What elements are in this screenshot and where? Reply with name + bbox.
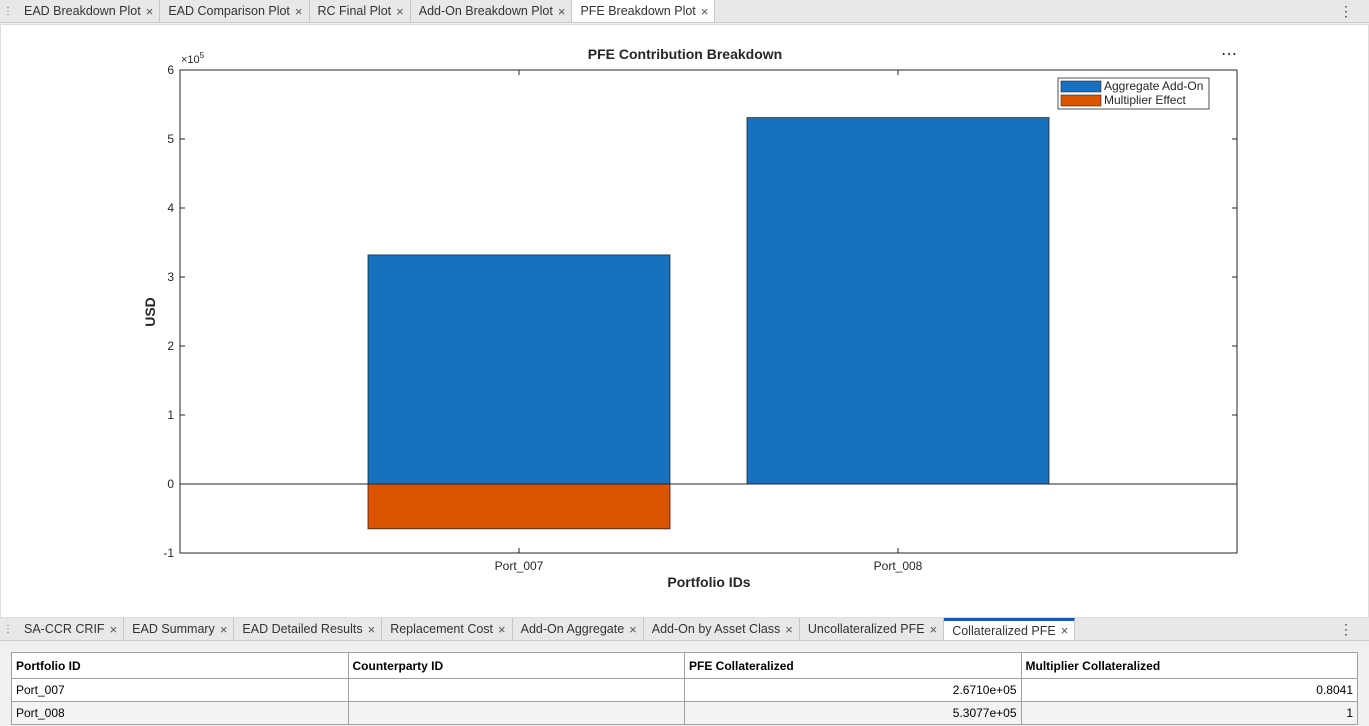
table-cell[interactable]: 0.8041: [1020, 678, 1358, 702]
table-row[interactable]: Port_007 2.6710e+05 0.8041: [11, 678, 1358, 702]
exponent-power: 5: [200, 51, 205, 60]
tab-close[interactable]: ×: [145, 3, 154, 19]
tab-close[interactable]: ×: [629, 621, 637, 637]
grip: ⋮: [3, 5, 13, 17]
tab[interactable]: EAD Detailed Results ×: [234, 618, 383, 640]
tab[interactable]: Add-On by Asset Class ×: [643, 618, 800, 640]
tab[interactable]: SA-CCR CRIF ×: [16, 618, 125, 640]
column-header[interactable]: Multiplier Collateralized: [1020, 652, 1358, 679]
y-tick-label: 2: [167, 339, 174, 353]
chart-title: PFE Contribution Breakdown: [588, 46, 782, 62]
column-header[interactable]: Portfolio ID: [11, 652, 349, 679]
tab-label[interactable]: EAD Comparison Plot: [168, 4, 290, 18]
table-cell[interactable]: Port_008: [11, 701, 349, 725]
y-tick-label: 4: [167, 201, 174, 215]
column-header[interactable]: Counterparty ID: [347, 652, 685, 679]
menu[interactable]: ⋮: [1339, 621, 1353, 637]
tab[interactable]: Add-On Aggregate ×: [512, 618, 644, 640]
table-cell[interactable]: [347, 701, 685, 725]
tab-label[interactable]: Collateralized PFE: [952, 623, 1056, 638]
y-tick-label: 6: [167, 63, 174, 77]
y-tick-label: 5: [167, 132, 174, 146]
tab-label[interactable]: EAD Summary: [132, 622, 215, 636]
tab-close[interactable]: ×: [109, 621, 118, 637]
bottom-tab-bar: ⋮ SA-CCR CRIF × EAD Summary × EAD Detailed Re…: [0, 618, 1369, 641]
tab-close[interactable]: ×: [557, 3, 566, 19]
tab-close[interactable]: ×: [785, 621, 793, 637]
tab-close[interactable]: ×: [929, 621, 938, 637]
legend-label: Aggregate Add-On: [1104, 79, 1203, 93]
bar-segment: [367, 254, 671, 485]
tab-label[interactable]: Replacement Cost: [390, 622, 494, 636]
legend-swatch: [1060, 80, 1102, 93]
grip: ⋮: [3, 623, 13, 635]
axes-menu[interactable]: ⋯: [1221, 46, 1237, 63]
y-tick-label: 3: [167, 270, 174, 284]
tab-label[interactable]: PFE Breakdown Plot: [580, 4, 696, 18]
tab[interactable]: Collateralized PFE ×: [944, 618, 1076, 640]
tab-label[interactable]: Add-On by Asset Class: [651, 622, 781, 636]
table-cell[interactable]: [347, 678, 685, 702]
y-tick-label: -1: [163, 546, 174, 560]
menu[interactable]: ⋮: [1339, 3, 1353, 19]
x-tick-label: Port_007: [495, 559, 544, 573]
tab[interactable]: Replacement Cost ×: [382, 618, 513, 640]
tab-label[interactable]: RC Final Plot: [317, 4, 392, 18]
tab-label[interactable]: Add-On Breakdown Plot: [418, 4, 553, 18]
tab-close[interactable]: ×: [1060, 623, 1069, 638]
table-cell[interactable]: Port_007: [11, 678, 349, 702]
tab[interactable]: PFE Breakdown Plot ×: [572, 0, 716, 22]
tab[interactable]: RC Final Plot ×: [309, 0, 411, 22]
tab-label[interactable]: EAD Breakdown Plot: [24, 4, 141, 18]
y-tick-label: 1: [167, 408, 174, 422]
column-header[interactable]: PFE Collateralized: [684, 652, 1022, 679]
table-cell[interactable]: 5.3077e+05: [684, 701, 1022, 725]
tab-label[interactable]: EAD Detailed Results: [242, 622, 363, 636]
legend-label: Multiplier Effect: [1104, 93, 1186, 107]
tab-label[interactable]: Add-On Aggregate: [520, 622, 625, 636]
y-tick-label: 0: [167, 477, 174, 491]
x-axis-label: Portfolio IDs: [667, 574, 750, 590]
x-tick-label: Port_008: [874, 559, 923, 573]
bar-segment: [746, 117, 1050, 485]
tab-label[interactable]: Uncollateralized PFE: [807, 622, 925, 636]
tab-close[interactable]: ×: [294, 3, 303, 19]
top-tab-bar: ⋮ EAD Breakdown Plot × EAD Comparison Plot ×…: [0, 0, 1369, 23]
table-row[interactable]: Port_008 5.3077e+05 1: [11, 701, 1358, 725]
y-exponent: ×105: [181, 51, 205, 66]
tab[interactable]: EAD Summary ×: [124, 618, 235, 640]
tab[interactable]: EAD Comparison Plot ×: [160, 0, 310, 22]
bar-segment: [367, 483, 671, 530]
table-cell[interactable]: 2.6710e+05: [684, 678, 1022, 702]
tab-close[interactable]: ×: [700, 3, 709, 19]
tab-close[interactable]: ×: [396, 3, 404, 19]
legend-swatch: [1060, 94, 1102, 107]
axes-box: [179, 69, 1238, 554]
table-cell[interactable]: 1: [1020, 701, 1358, 725]
tab-close[interactable]: ×: [367, 621, 376, 637]
tab-label[interactable]: SA-CCR CRIF: [24, 622, 105, 636]
plot-panel: PFE Contribution Breakdown ⋯ Portfolio I…: [0, 24, 1369, 618]
tab-close[interactable]: ×: [219, 621, 228, 637]
tab[interactable]: Uncollateralized PFE ×: [799, 618, 945, 640]
tab-close[interactable]: ×: [498, 621, 506, 637]
tab[interactable]: EAD Breakdown Plot ×: [16, 0, 161, 22]
results-table: Portfolio ID Counterparty ID PFE Collatera…: [11, 652, 1358, 725]
chart: PFE Contribution Breakdown ⋯ Portfolio I…: [142, 46, 1238, 590]
exponent-base: ×10: [181, 54, 200, 66]
y-axis-label: USD: [142, 297, 158, 327]
tab[interactable]: Add-On Breakdown Plot ×: [410, 0, 573, 22]
